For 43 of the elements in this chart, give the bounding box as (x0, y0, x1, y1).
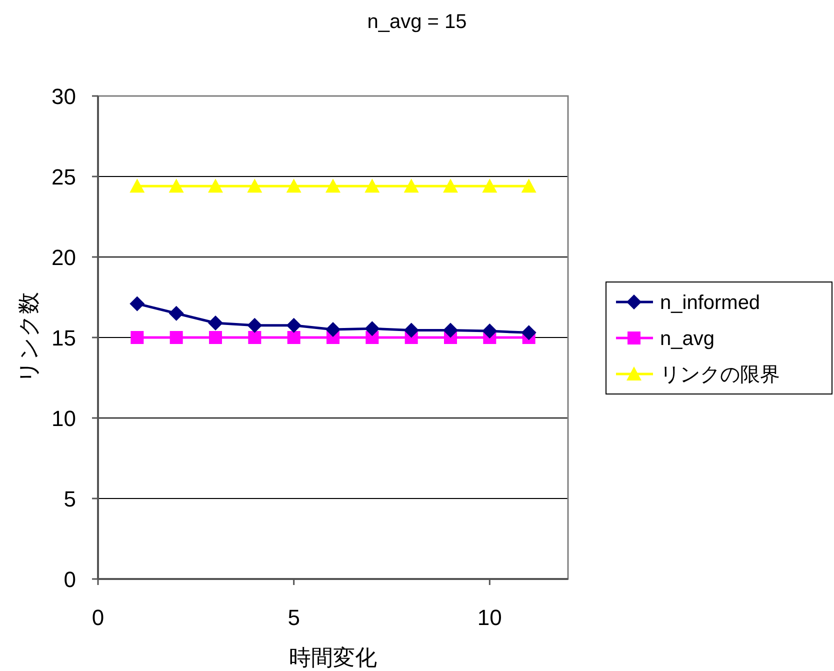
point (521, 178, 536, 193)
point (209, 331, 222, 344)
point (364, 321, 380, 336)
point (364, 178, 380, 193)
point (404, 178, 419, 193)
point (286, 178, 302, 193)
chart-title: n_avg = 15 (367, 11, 467, 33)
x-tick-label: 10 (477, 605, 502, 630)
point (130, 178, 145, 193)
point (326, 178, 340, 193)
point (247, 178, 262, 193)
x-tick-label: 0 (92, 605, 104, 630)
point (286, 318, 302, 333)
legend-label: リンクの限界 (660, 364, 780, 386)
y-axis-title: リンク数 (16, 292, 41, 383)
point (247, 318, 262, 333)
y-tick-label: 20 (52, 245, 76, 270)
point (521, 325, 536, 340)
point (168, 178, 184, 193)
y-tick-label: 5 (64, 486, 76, 512)
point (208, 178, 223, 193)
y-tick-label: 25 (52, 164, 76, 190)
y-tick-label: 10 (52, 406, 76, 431)
x-tick-label: 5 (288, 605, 300, 630)
point (482, 178, 498, 193)
point (287, 331, 300, 344)
point (208, 316, 223, 331)
y-tick-label: 30 (52, 84, 76, 109)
legend-label: n_avg (660, 328, 714, 350)
y-tick-label: 0 (64, 567, 76, 592)
point (170, 331, 183, 344)
point (168, 306, 184, 321)
point (130, 296, 145, 312)
point (404, 322, 419, 338)
y-tick-label: 15 (52, 326, 76, 350)
x-axis-title: 時間変化 (289, 645, 377, 670)
legend-label: n_informed (660, 292, 760, 314)
point (326, 322, 340, 337)
point (443, 322, 458, 338)
point (248, 331, 262, 344)
point (443, 178, 458, 193)
point (482, 324, 498, 339)
point (130, 331, 144, 344)
